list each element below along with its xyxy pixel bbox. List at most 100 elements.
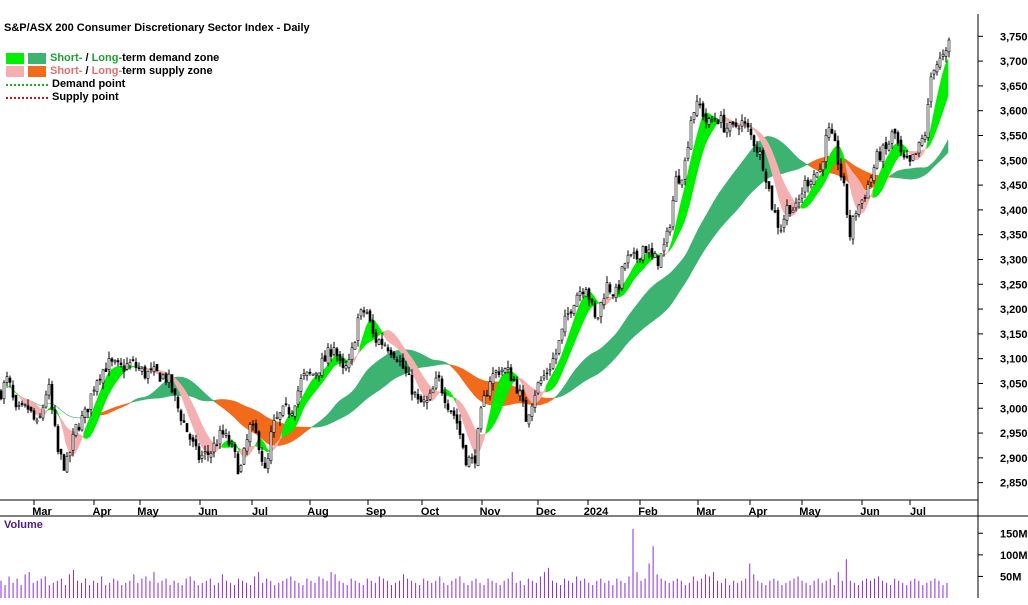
candle-body xyxy=(621,267,623,288)
candle-body xyxy=(873,168,875,181)
long-zone-demand-segment xyxy=(915,168,918,179)
long-zone-supply-segment xyxy=(810,161,813,168)
candle-body xyxy=(717,120,719,123)
candle-body xyxy=(528,415,530,424)
short-zone-demand-segment xyxy=(936,89,939,131)
short-zone-supply-segment xyxy=(471,420,474,451)
short-zone-demand-segment xyxy=(498,378,501,417)
candle-body xyxy=(723,115,725,132)
short-zone-demand-segment xyxy=(114,367,117,385)
candle-body xyxy=(498,372,500,375)
legend-supply-short: Short- xyxy=(50,65,82,78)
short-zone-demand-segment xyxy=(582,295,585,325)
candle-body xyxy=(885,142,887,148)
candle-body xyxy=(789,205,791,213)
long-zone-demand-segment xyxy=(801,161,804,168)
long-zone-supply-segment xyxy=(813,160,816,170)
long-zone-supply-segment xyxy=(228,400,231,414)
short-zone-demand-segment xyxy=(687,164,690,214)
candle-body xyxy=(222,431,224,434)
candle-body xyxy=(939,58,941,67)
long-zone-supply-segment xyxy=(513,386,516,404)
legend-demand-rest: term demand zone xyxy=(122,52,219,65)
long-zone-demand-segment xyxy=(690,240,693,275)
candle-body xyxy=(393,353,395,358)
candle-body xyxy=(618,285,620,290)
candle-body xyxy=(120,363,122,365)
short-zone-demand-segment xyxy=(573,314,576,346)
y-tick-label: 2,950 xyxy=(1000,428,1028,440)
candle-body xyxy=(849,215,851,237)
short-zone-demand-segment xyxy=(378,326,381,336)
short-zone-supply-segment xyxy=(240,449,243,457)
short-zone-supply-segment xyxy=(384,330,387,340)
short-zone-demand-segment xyxy=(303,391,306,410)
candle-body xyxy=(252,424,254,425)
long-zone-supply-segment xyxy=(297,427,300,438)
long-zone-demand-segment xyxy=(567,377,570,393)
candle-body xyxy=(111,359,113,362)
long-zone-demand-segment xyxy=(642,294,645,329)
long-zone-demand-segment xyxy=(663,277,666,314)
candle-body xyxy=(765,172,767,182)
long-zone-demand-segment xyxy=(600,347,603,373)
short-zone-demand-segment xyxy=(834,146,837,165)
candle-body xyxy=(432,389,434,393)
short-zone-supply-segment xyxy=(69,430,72,456)
short-zone-demand-segment xyxy=(699,118,702,165)
long-zone-demand-segment xyxy=(192,382,195,398)
short-zone-demand-segment xyxy=(696,128,699,177)
short-supply-swatch xyxy=(6,66,24,77)
candle-body xyxy=(30,407,32,411)
candle-body xyxy=(45,395,47,407)
long-zone-demand-segment xyxy=(363,372,366,402)
candle-body xyxy=(579,292,581,296)
candle-body xyxy=(57,426,59,451)
long-zone-supply-segment xyxy=(240,404,243,426)
candle-body xyxy=(831,129,833,133)
candle-body xyxy=(525,400,527,421)
volume-label: Volume xyxy=(4,519,43,531)
short-zone-demand-segment xyxy=(447,390,450,397)
x-tick-label: Jul xyxy=(910,506,926,518)
candle-body xyxy=(48,384,50,395)
long-zone-demand-segment xyxy=(780,141,783,174)
long-zone-supply-segment xyxy=(462,369,465,384)
long-zone-demand-segment xyxy=(570,373,573,391)
long-zone-demand-segment xyxy=(327,412,330,425)
candle-body xyxy=(657,256,659,266)
candle-body xyxy=(195,440,197,446)
candle-body xyxy=(582,292,584,294)
short-zone-supply-segment xyxy=(423,376,426,398)
short-zone-supply-segment xyxy=(531,387,534,403)
candle-body xyxy=(168,374,170,382)
volume-tick-label: 150M xyxy=(1000,528,1028,540)
candle-body xyxy=(342,359,344,368)
y-tick-label: 3,450 xyxy=(1000,180,1028,192)
short-zone-demand-segment xyxy=(678,202,681,235)
long-zone-demand-segment xyxy=(396,350,399,378)
candle-body xyxy=(315,373,317,375)
long-zone-demand-segment xyxy=(210,398,213,401)
long-zone-demand-segment xyxy=(930,163,933,171)
long-zone-demand-segment xyxy=(693,234,696,270)
supply-point-swatch xyxy=(6,97,48,99)
candle-body xyxy=(339,354,341,360)
long-zone-demand-segment xyxy=(60,409,63,411)
long-zone-demand-segment xyxy=(639,298,642,332)
long-zone-supply-segment xyxy=(219,399,222,407)
long-zone-demand-segment xyxy=(687,247,690,280)
x-tick-label: Mar xyxy=(696,506,716,518)
long-zone-demand-segment xyxy=(945,140,948,156)
candle-body xyxy=(63,455,65,471)
candle-body xyxy=(39,417,41,418)
long-zone-demand-segment xyxy=(591,353,594,378)
candle-body xyxy=(270,432,272,461)
candle-body xyxy=(786,205,788,220)
long-zone-demand-segment xyxy=(324,415,327,426)
short-zone-demand-segment xyxy=(453,396,456,403)
short-zone-demand-segment xyxy=(624,279,627,294)
long-zone-demand-segment xyxy=(672,268,675,303)
candle-body xyxy=(381,339,383,345)
chart-title: S&P/ASX 200 Consumer Discretionary Secto… xyxy=(4,22,310,34)
